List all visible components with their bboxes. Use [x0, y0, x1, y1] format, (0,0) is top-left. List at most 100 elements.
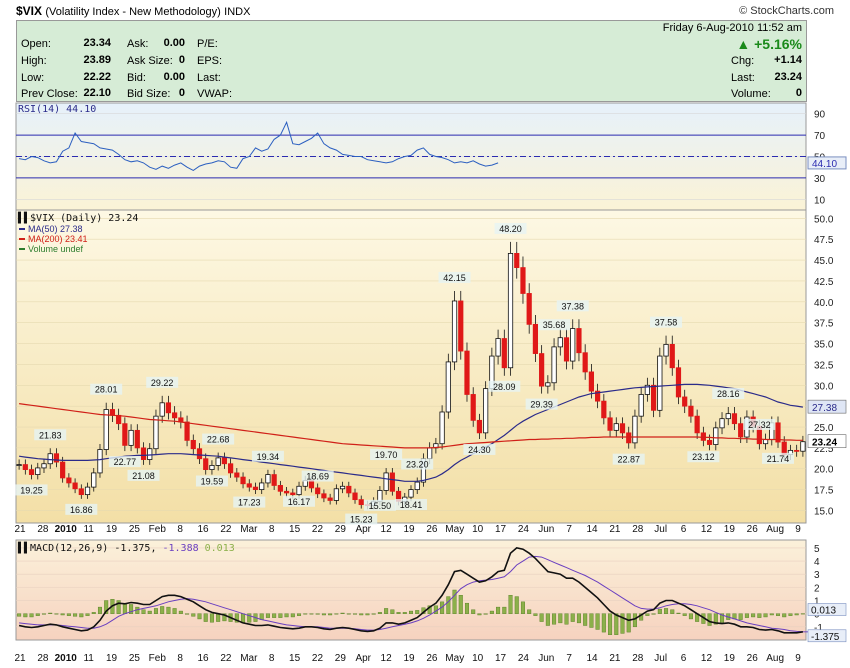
candle-body — [595, 390, 601, 402]
x-tick-label: May — [445, 653, 464, 664]
quote-bid-label: Bid: — [127, 72, 146, 84]
x-tick-label: 19 — [724, 524, 736, 535]
candle-body — [252, 486, 259, 491]
macd-histogram-bar — [769, 613, 774, 616]
x-tick-label: Apr — [355, 524, 371, 535]
candle-body — [228, 463, 234, 474]
candle-body — [221, 457, 227, 465]
price-annotation: 19.34 — [257, 452, 280, 462]
candle-body — [352, 492, 358, 501]
x-tick-label: 22 — [220, 524, 232, 535]
ma50-line — [19, 383, 803, 482]
macd-histogram-bar — [595, 613, 600, 630]
macd-histogram-bar — [564, 613, 569, 625]
macd-histogram-bar — [29, 613, 34, 618]
annotation-bg — [488, 380, 521, 392]
macd-histogram-bar — [247, 613, 252, 623]
x-tick-label: 8 — [177, 524, 183, 535]
x-tick-label: 12 — [701, 524, 713, 535]
x-tick-label: 9 — [795, 524, 801, 535]
macd-histogram-bar — [290, 613, 295, 618]
macd-histogram-bar — [222, 613, 227, 622]
macd-histogram-bar — [427, 605, 432, 614]
x-tick-label: 14 — [586, 653, 598, 664]
macd-histogram-bar — [359, 613, 364, 616]
price-annotation: 22.77 — [114, 457, 137, 467]
macd-histogram-bar — [278, 613, 283, 618]
exchange: INDX — [224, 6, 251, 18]
price-side-label: 27.38 — [812, 403, 837, 414]
macd-histogram-bar — [234, 613, 239, 623]
annotation-bg — [401, 458, 434, 470]
price-annotation: 23.12 — [692, 452, 715, 462]
annotation-bg — [301, 470, 334, 482]
macd-histogram-bar — [583, 613, 588, 626]
annotation-bg — [146, 376, 179, 388]
x-tick-label: 17 — [495, 524, 507, 535]
macd-histogram-bar — [73, 613, 78, 617]
macd-histogram-bar — [446, 596, 451, 614]
annotation-bg — [90, 383, 123, 395]
candle-body — [650, 384, 657, 411]
candle-body — [47, 453, 53, 465]
macd-histogram-bar — [396, 612, 401, 614]
rsi-last-tag — [807, 156, 847, 170]
x-tick-label: 15 — [289, 524, 301, 535]
price-tick-label: 22.5 — [814, 444, 834, 455]
x-tick-label: Aug — [766, 653, 784, 664]
macd-tick-label: 2 — [814, 583, 820, 594]
price-tick-label: 32.5 — [814, 360, 834, 371]
macd-title-part: 0.013 — [199, 543, 235, 554]
price-panel: 50.047.545.042.540.037.535.032.530.027.5… — [15, 209, 847, 525]
quote-pe-label: P/E: — [197, 38, 218, 50]
macd-histogram-bar — [203, 613, 208, 622]
candle-body — [246, 483, 252, 488]
candle-body — [196, 448, 203, 460]
macd-histogram-bar — [141, 609, 146, 614]
macd-histogram-bar — [794, 613, 799, 616]
quote-eps-label: EPS: — [197, 55, 223, 67]
candle-body — [128, 429, 134, 446]
candle-body — [172, 412, 178, 419]
candle-body — [140, 447, 147, 460]
quote-prevclose-value: 22.10 — [83, 87, 111, 99]
macd-histogram-bar — [776, 613, 781, 616]
rsi-tick-label: 30 — [814, 174, 826, 185]
x-tick-label: 22 — [312, 653, 324, 664]
price-annotation: 21.74 — [767, 454, 790, 464]
candle-body — [215, 457, 221, 466]
macd-histogram-bar — [626, 613, 631, 633]
macd-histogram-bar — [328, 613, 333, 616]
macd-histogram-bar — [688, 613, 693, 620]
macd-histogram-bar — [763, 613, 768, 618]
macd-side-tag — [807, 603, 847, 616]
candle-body — [203, 458, 209, 470]
x-tick-label: 28 — [37, 524, 49, 535]
macd-side-label: -1.375 — [811, 632, 840, 643]
price-annotation: 35.68 — [543, 320, 566, 330]
candle-body — [53, 453, 60, 463]
candle-body — [41, 463, 47, 469]
x-tick-label: Apr — [355, 653, 371, 664]
candle-body — [576, 328, 582, 354]
x-tick-label: 2010 — [55, 524, 78, 535]
quote-box: Open: 23.34 High: 23.89 Low: 22.22 Prev … — [16, 20, 807, 102]
candle-body — [190, 439, 196, 450]
macd-histogram-bar — [265, 613, 270, 618]
quote-chg-label: Chg: — [731, 55, 755, 67]
macd-plot-area — [15, 539, 807, 641]
candle-body — [632, 415, 638, 444]
annotation-bg — [743, 418, 776, 430]
price-annotation: 24.30 — [468, 445, 491, 455]
x-tick-label: 26 — [747, 653, 759, 664]
candle-body — [619, 423, 626, 434]
x-tick-label: 15 — [289, 653, 301, 664]
price-tick-label: 40.0 — [814, 298, 834, 309]
quote-low-label: Low: — [21, 72, 45, 84]
candle-body — [713, 427, 719, 445]
price-annotation: 19.25 — [20, 485, 43, 495]
x-tick-label: 19 — [106, 653, 118, 664]
x-tick-label: Feb — [149, 524, 167, 535]
